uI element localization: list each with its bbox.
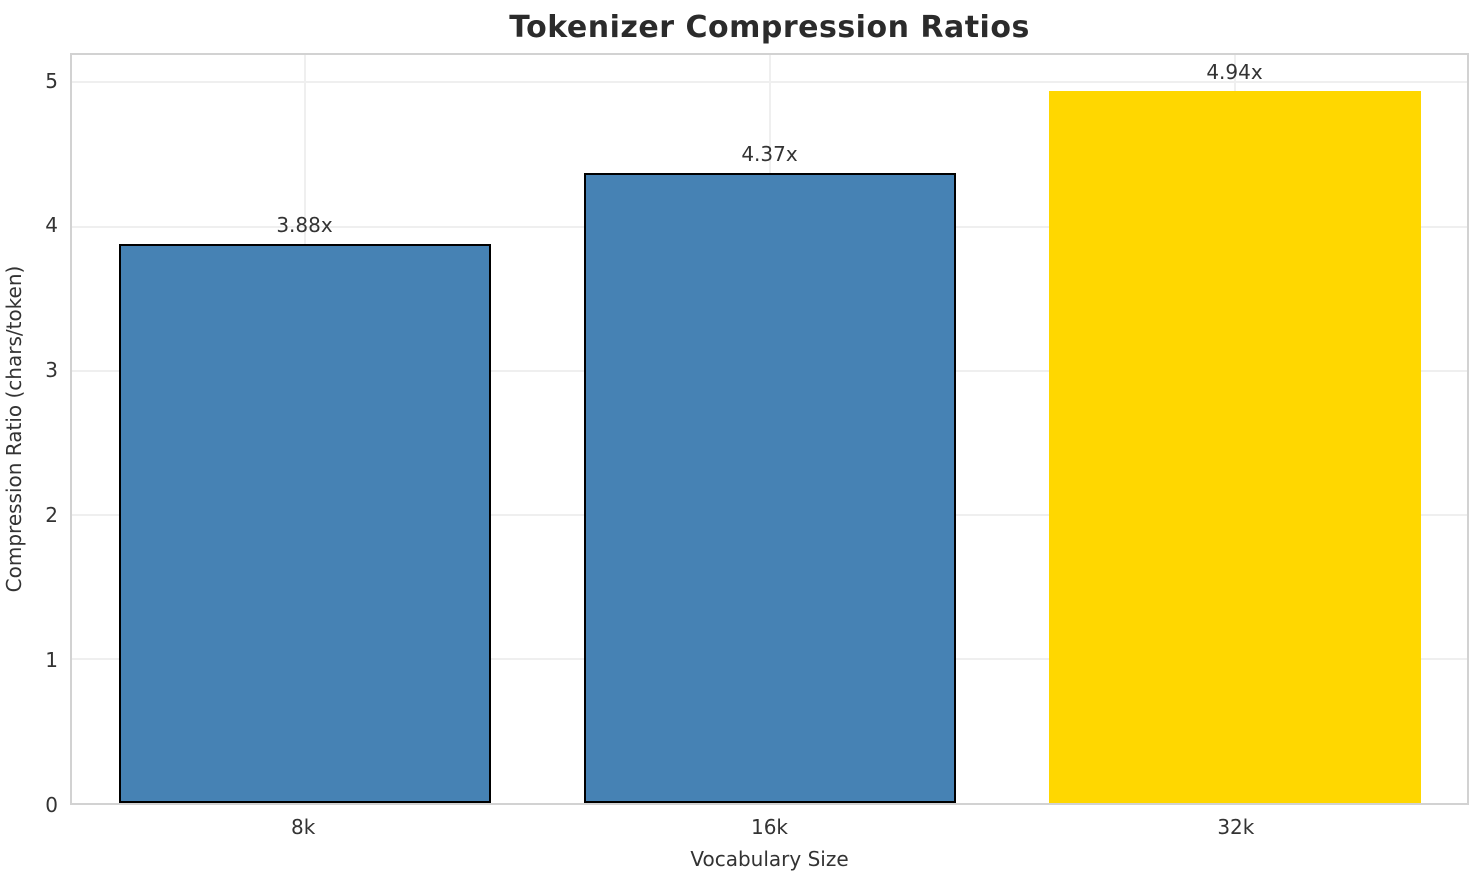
plot-area: 3.88x 4.37x 4.94x [70, 53, 1469, 805]
bar-value-label: 4.94x [1206, 60, 1263, 85]
bar-value-label: 4.37x [741, 142, 798, 167]
x-tick-label-16k: 16k [750, 815, 789, 839]
y-axis-ticks: 0 1 2 3 4 5 [0, 53, 58, 815]
x-axis-ticks: 8k 16k 32k [70, 815, 1469, 845]
x-tick-label-8k: 8k [291, 815, 316, 839]
x-axis-label: Vocabulary Size [690, 847, 849, 871]
bar-16k [583, 173, 956, 803]
bar-value-label: 3.88x [276, 212, 333, 237]
y-tick-label: 0 [45, 793, 58, 817]
y-axis-label: Compression Ratio (chars/token) [2, 265, 26, 593]
y-tick-label: 1 [45, 648, 58, 673]
y-tick-label: 5 [45, 68, 58, 93]
chart-title: Tokenizer Compression Ratios [509, 10, 1030, 45]
y-tick-label: 2 [45, 503, 58, 528]
bar-32k [1048, 91, 1421, 803]
y-tick-label: 3 [45, 358, 58, 383]
y-tick-label: 4 [45, 213, 58, 238]
bar-8k [118, 243, 491, 803]
x-tick-label-32k: 32k [1217, 815, 1255, 839]
